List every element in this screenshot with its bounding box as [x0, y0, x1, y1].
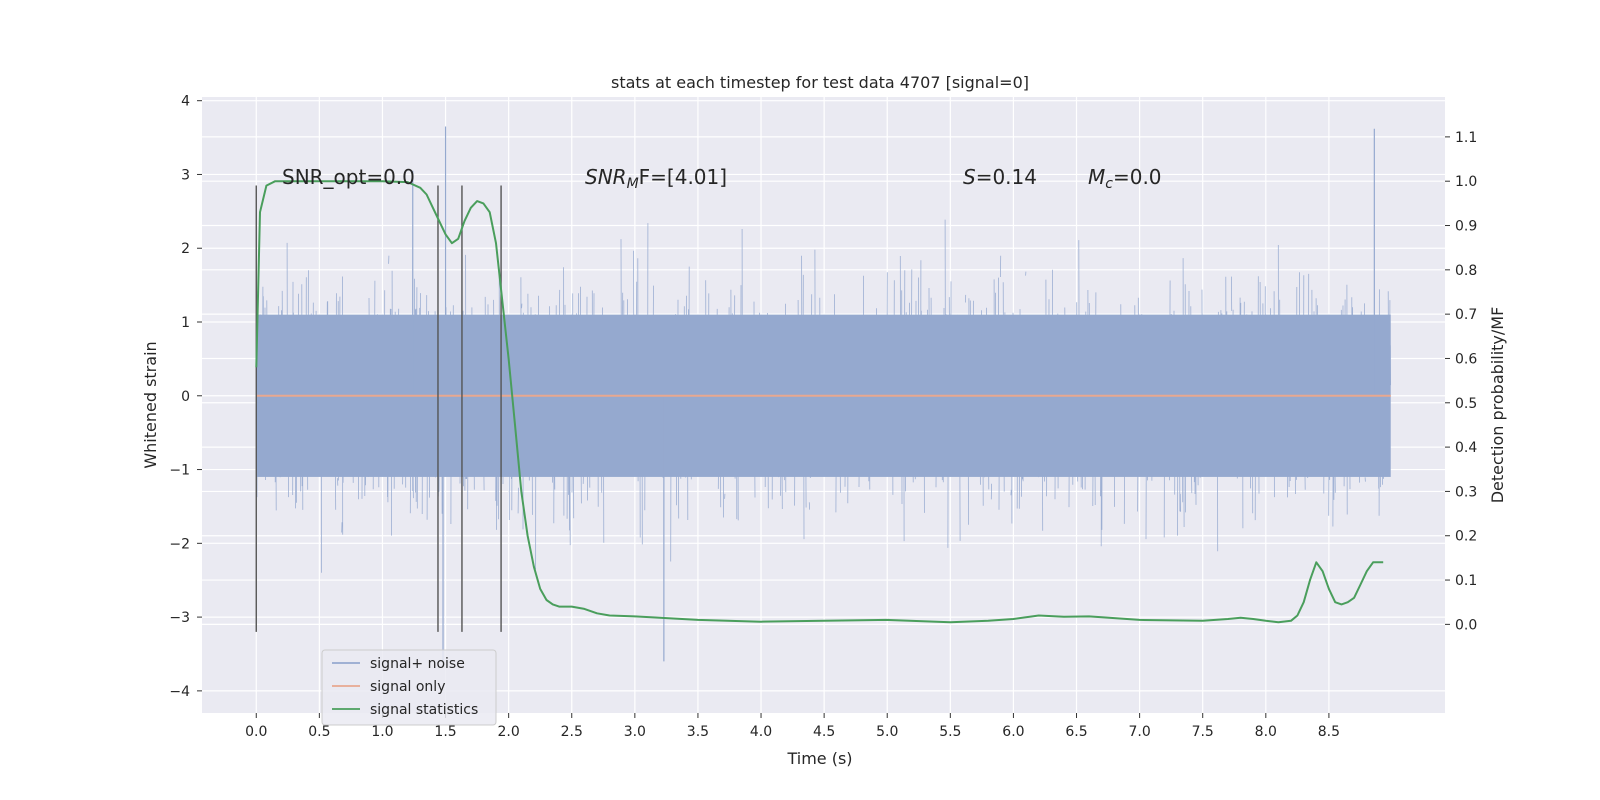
- legend-label-noise: signal+ noise: [370, 656, 465, 672]
- x-tick-label: 8.5: [1318, 724, 1340, 740]
- x-tick-label: 4.5: [813, 724, 835, 740]
- vertical-markers: [255, 185, 502, 632]
- y-right-tick-label: 0.5: [1455, 396, 1477, 412]
- y-right-tick-label: 0.8: [1455, 263, 1477, 279]
- x-axis-ticks: 0.0 0.5 1.0 1.5 2.0 2.5 3.0 3.5 4.0 4.5 5.0 5.5 6.0 6…: [245, 713, 1340, 740]
- y-tick-label: 3: [181, 167, 190, 183]
- legend-box: [321, 649, 497, 726]
- y-tick-label: 0: [181, 389, 190, 405]
- y-axis-right-ticks: 1.1 1.0 0.9 0.8 0.7 0.6 0.5 0.4 0.3 0.2 0.1 0.0: [1445, 130, 1477, 633]
- chart-title: stats at each timestep for test data 470…: [611, 73, 1029, 92]
- y-right-tick-label: 0.7: [1455, 307, 1477, 323]
- x-tick-label: 7.0: [1128, 724, 1150, 740]
- y-right-tick-label: 1.0: [1455, 174, 1477, 190]
- annotation-s: S=0.14: [963, 165, 1037, 189]
- statistics-series: [255, 180, 1384, 624]
- annotation-mc: Mc=0.0: [1088, 165, 1162, 192]
- x-tick-label: 2.0: [498, 724, 520, 740]
- x-tick-label: 6.5: [1065, 724, 1087, 740]
- y-right-tick-label: 0.6: [1455, 351, 1477, 367]
- x-tick-label: 6.0: [1002, 724, 1024, 740]
- x-tick-label: 5.0: [876, 724, 898, 740]
- y-axis-ticks: 4 3 2 1 0 −1 −2 −3 −4: [169, 94, 202, 700]
- x-tick-label: 5.5: [939, 724, 961, 740]
- y-tick-label: −4: [169, 684, 190, 700]
- y-tick-label: 2: [181, 241, 190, 257]
- x-tick-label: 4.0: [750, 724, 772, 740]
- x-tick-label: 0.5: [308, 724, 330, 740]
- x-tick-label: 3.0: [624, 724, 646, 740]
- x-axis-label: Time (s): [786, 749, 852, 768]
- annotation-s-label: S: [963, 165, 976, 189]
- y-right-tick-label: 0.0: [1455, 617, 1477, 633]
- legend: signal+ noise signal only signal statist…: [321, 649, 497, 726]
- y-right-tick-label: 0.9: [1455, 219, 1477, 235]
- x-tick-label: 1.5: [434, 724, 456, 740]
- y-tick-label: −1: [169, 463, 190, 479]
- x-tick-label: 3.5: [687, 724, 709, 740]
- annotation-mc-rest: =0.0: [1113, 165, 1162, 189]
- y-tick-label: −2: [169, 536, 190, 552]
- annotation-snr-mf-sub: M: [627, 176, 639, 192]
- annotation-snr-mf: SNRMF=[4.01]: [585, 165, 727, 192]
- x-tick-label: 2.5: [561, 724, 583, 740]
- x-tick-label: 0.0: [245, 724, 267, 740]
- annotation-mc-label: M: [1088, 165, 1105, 189]
- annotation-mc-sub: c: [1105, 176, 1113, 192]
- annotation-snr-mf-rest: F=[4.01]: [639, 165, 727, 189]
- y-right-tick-label: 0.3: [1455, 484, 1477, 500]
- x-tick-label: 8.0: [1255, 724, 1277, 740]
- y-tick-label: 1: [181, 315, 190, 331]
- y-axis-right-label: Detection probability/MF: [1488, 307, 1507, 504]
- y-right-tick-label: 0.1: [1455, 573, 1477, 589]
- y-axis-label: Whitened strain: [141, 341, 160, 468]
- annotation-snr-mf-label: SNR: [585, 165, 627, 189]
- statistics-line: [255, 180, 1384, 624]
- x-tick-label: 7.5: [1192, 724, 1214, 740]
- legend-label-statistics: signal statistics: [370, 702, 478, 718]
- annotation-s-rest: =0.14: [976, 165, 1037, 189]
- x-tick-label: 1.0: [371, 724, 393, 740]
- y-tick-label: 4: [181, 94, 190, 110]
- legend-label-signal: signal only: [370, 679, 445, 695]
- y-tick-label: −3: [169, 610, 190, 626]
- y-right-tick-label: 0.4: [1455, 440, 1477, 456]
- y-right-tick-label: 0.2: [1455, 529, 1477, 545]
- y-right-tick-label: 1.1: [1455, 130, 1477, 146]
- annotation-snr-opt: SNR_opt=0.0: [282, 165, 415, 189]
